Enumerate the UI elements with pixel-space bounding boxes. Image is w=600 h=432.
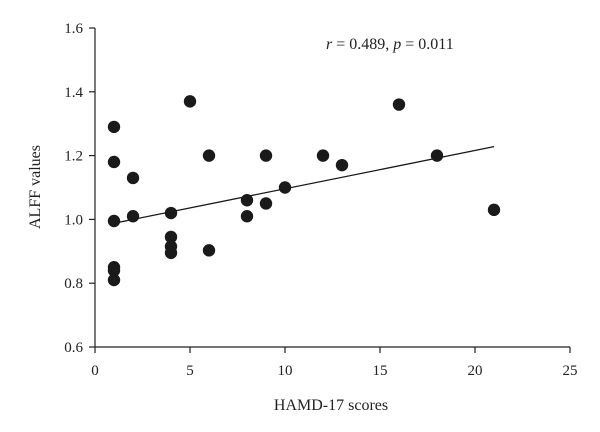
- data-point: [202, 244, 216, 257]
- axes: [94, 28, 570, 348]
- data-point: [259, 149, 273, 162]
- p-symbol: p: [392, 36, 401, 53]
- regression-line: [113, 146, 495, 224]
- y-tick-label: 1.0: [64, 212, 83, 228]
- x-axis-title: HAMD-17 scores: [274, 397, 388, 414]
- data-point: [164, 230, 178, 244]
- data-point: [126, 171, 140, 185]
- data-point: [107, 273, 121, 287]
- correlation-annotation: r = 0.489, p = 0.011: [326, 36, 454, 53]
- data-point: [278, 181, 292, 194]
- data-point: [240, 194, 254, 207]
- x-tick-label: 10: [278, 363, 293, 379]
- data-point: [487, 203, 501, 217]
- x-tick-label: 20: [468, 363, 483, 379]
- data-point: [335, 158, 349, 172]
- data-points: [107, 95, 501, 287]
- y-axis-title: ALFF values: [27, 145, 44, 229]
- data-point: [164, 246, 178, 260]
- x-tick-label: 25: [563, 363, 578, 379]
- data-point: [240, 210, 254, 223]
- data-point: [259, 197, 273, 210]
- data-point: [107, 264, 121, 277]
- data-point: [202, 149, 216, 162]
- x-tick-label: 0: [91, 363, 99, 379]
- p-value: = 0.011: [401, 36, 453, 53]
- data-point: [107, 214, 121, 228]
- data-point: [107, 155, 121, 169]
- y-tick-label: 0.6: [64, 340, 83, 356]
- x-tick-label: 15: [373, 363, 388, 379]
- y-tick-label: 0.8: [64, 276, 83, 292]
- y-tick-label: 1.4: [64, 85, 83, 101]
- x-axis-ticks: 0 5 10 15 20 25: [91, 347, 578, 379]
- regression-line-group: [113, 146, 495, 224]
- y-tick-label: 1.6: [64, 21, 83, 37]
- data-point: [183, 95, 197, 108]
- data-point: [392, 98, 406, 111]
- y-axis-ticks: 0.6 0.8 1.0 1.2 1.4 1.6: [64, 21, 95, 356]
- data-point: [430, 149, 444, 162]
- data-point: [107, 120, 121, 134]
- data-point: [126, 210, 140, 223]
- x-tick-label: 5: [186, 363, 194, 379]
- y-tick-label: 1.2: [64, 149, 83, 165]
- r-symbol: r: [326, 36, 333, 53]
- r-value: = 0.489,: [332, 36, 393, 53]
- data-point: [316, 149, 330, 162]
- data-point: [164, 206, 178, 220]
